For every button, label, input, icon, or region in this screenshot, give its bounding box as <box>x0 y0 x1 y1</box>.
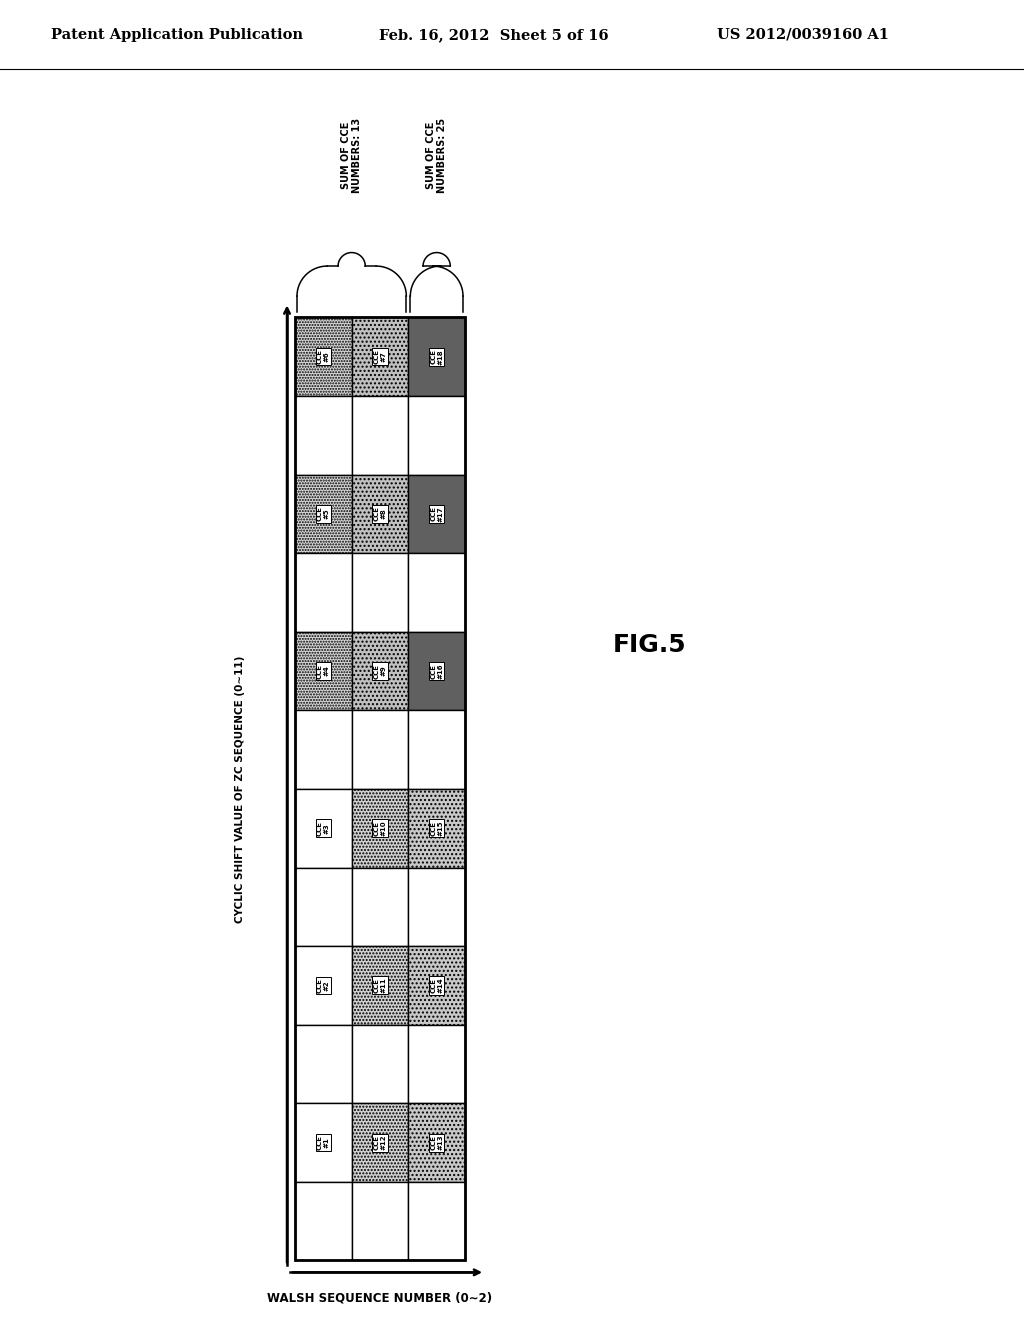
Polygon shape <box>351 1104 409 1181</box>
Text: CCE
#5: CCE #5 <box>316 507 330 521</box>
Text: CYCLIC SHIFT VALUE OF ZC SEQUENCE (0∼11): CYCLIC SHIFT VALUE OF ZC SEQUENCE (0∼11) <box>234 655 245 923</box>
Text: CCE
#14: CCE #14 <box>430 978 443 993</box>
Polygon shape <box>409 1104 465 1181</box>
Polygon shape <box>295 553 351 632</box>
Polygon shape <box>295 632 351 710</box>
Polygon shape <box>351 317 409 396</box>
Polygon shape <box>295 1181 351 1261</box>
Polygon shape <box>409 396 465 475</box>
Polygon shape <box>409 553 465 632</box>
Polygon shape <box>409 1024 465 1104</box>
Text: CCE
#18: CCE #18 <box>430 348 443 364</box>
Polygon shape <box>409 632 465 710</box>
Polygon shape <box>295 1024 351 1104</box>
Polygon shape <box>295 396 351 475</box>
Text: CCE
#15: CCE #15 <box>430 821 443 836</box>
Polygon shape <box>351 710 409 789</box>
Polygon shape <box>351 946 409 1024</box>
Text: WALSH SEQUENCE NUMBER (0∼2): WALSH SEQUENCE NUMBER (0∼2) <box>267 1292 493 1304</box>
Text: CCE
#6: CCE #6 <box>316 350 330 364</box>
Polygon shape <box>295 867 351 946</box>
Text: CCE
#12: CCE #12 <box>374 1135 386 1150</box>
Polygon shape <box>295 946 351 1024</box>
Text: CCE
#13: CCE #13 <box>430 1135 443 1150</box>
Polygon shape <box>351 396 409 475</box>
Text: CCE
#11: CCE #11 <box>374 978 386 993</box>
Text: CCE
#4: CCE #4 <box>316 664 330 678</box>
Polygon shape <box>409 475 465 553</box>
Polygon shape <box>295 475 351 553</box>
Polygon shape <box>351 789 409 867</box>
Text: CCE
#3: CCE #3 <box>316 821 330 836</box>
Polygon shape <box>409 867 465 946</box>
Polygon shape <box>351 1181 409 1261</box>
Polygon shape <box>351 553 409 632</box>
Polygon shape <box>295 317 351 396</box>
Text: Patent Application Publication: Patent Application Publication <box>51 28 303 42</box>
Polygon shape <box>295 789 351 867</box>
Text: CCE
#2: CCE #2 <box>316 978 330 993</box>
Text: CCE
#10: CCE #10 <box>374 821 386 836</box>
Polygon shape <box>351 867 409 946</box>
Polygon shape <box>409 946 465 1024</box>
Polygon shape <box>409 1181 465 1261</box>
Polygon shape <box>409 317 465 396</box>
Text: FIG.5: FIG.5 <box>613 634 687 657</box>
Text: US 2012/0039160 A1: US 2012/0039160 A1 <box>717 28 889 42</box>
Polygon shape <box>295 1104 351 1181</box>
Polygon shape <box>351 632 409 710</box>
Text: CCE
#8: CCE #8 <box>374 507 386 521</box>
Text: CCE
#7: CCE #7 <box>374 350 386 364</box>
Text: Feb. 16, 2012  Sheet 5 of 16: Feb. 16, 2012 Sheet 5 of 16 <box>379 28 608 42</box>
Polygon shape <box>409 710 465 789</box>
Text: CCE
#1: CCE #1 <box>316 1135 330 1150</box>
Text: CCE
#16: CCE #16 <box>430 664 443 678</box>
Polygon shape <box>351 475 409 553</box>
Polygon shape <box>351 1024 409 1104</box>
Text: SUM OF CCE
NUMBERS: 25: SUM OF CCE NUMBERS: 25 <box>426 119 447 193</box>
Polygon shape <box>295 710 351 789</box>
Text: CCE
#9: CCE #9 <box>374 664 386 678</box>
Text: SUM OF CCE
NUMBERS: 13: SUM OF CCE NUMBERS: 13 <box>341 119 362 193</box>
Polygon shape <box>409 789 465 867</box>
Text: CCE
#17: CCE #17 <box>430 506 443 521</box>
